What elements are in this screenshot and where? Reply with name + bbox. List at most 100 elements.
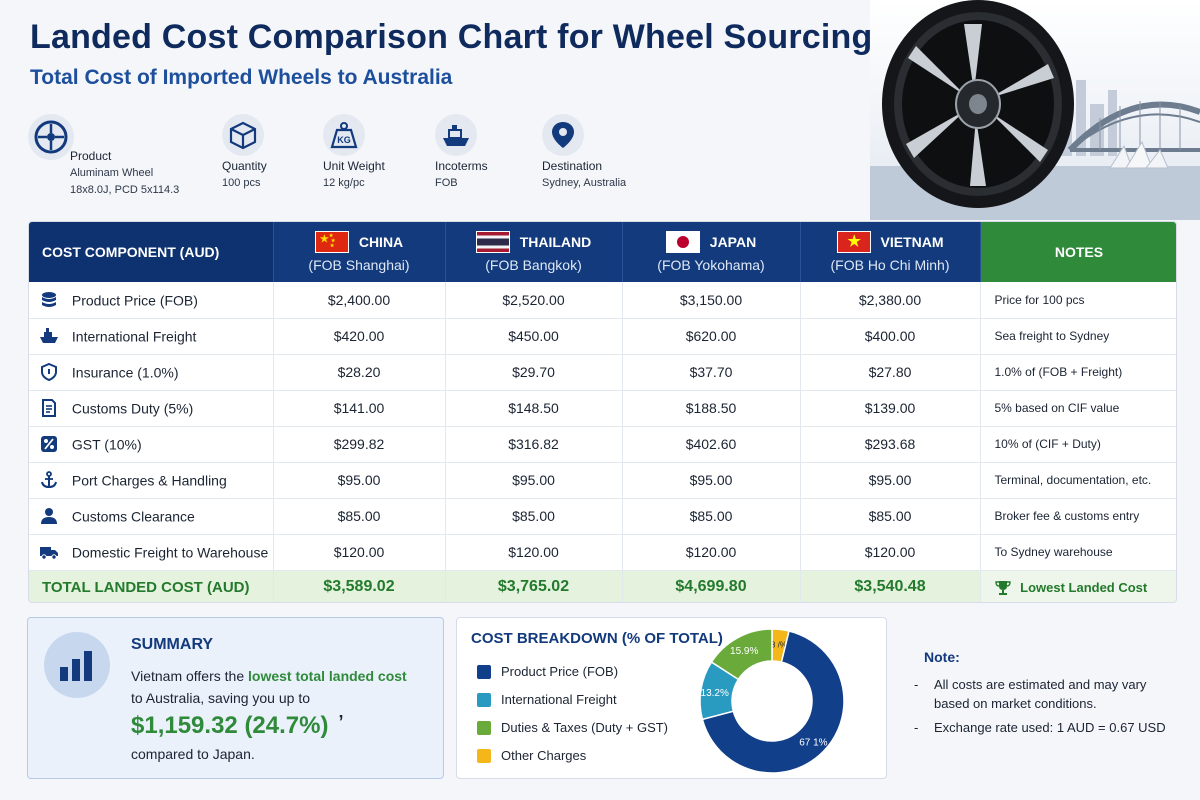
note-item: - Exchange rate used: 1 AUD = 0.67 USD [914,720,1166,735]
slice-label: 67 1% [799,738,827,749]
cell-vietnam: $139.00 [800,390,981,427]
column-header-notes: NOTES [980,222,1176,282]
total-japan: $4,699.80 [622,570,801,602]
legend-item: Other Charges [477,748,586,763]
cell-thailand: $316.82 [445,426,623,463]
cell-japan: $37.70 [622,354,801,391]
cost-comparison-table: COST COMPONENT (AUD) ★ ★ ★ ★ CHINA (FOB … [28,221,1177,603]
svg-text:KG: KG [337,135,351,145]
location-pin-icon [542,114,584,156]
chart-title: COST BREAKDOWN (% OF TOTAL) [471,630,723,647]
legend-item: Duties & Taxes (Duty + GST) [477,720,668,735]
row-label: Insurance (1.0%) [71,364,179,381]
coins-icon [42,291,56,307]
cell-japan: $620.00 [622,318,801,355]
savings-amount: $1,159.32 (24.7%) [131,712,329,739]
cell-japan: $402.60 [622,426,801,463]
row-label: GST (10%) [71,436,142,453]
cell-note: Sea freight to Sydney [980,318,1176,355]
cell-thailand: $95.00 [445,462,623,499]
cell-vietnam: $2,380.00 [800,282,981,319]
summary-title: SUMMARY [131,636,214,653]
total-row: TOTAL LANDED COST (AUD) $3,589.02 $3,765… [29,570,1176,602]
cell-china: $85.00 [273,498,446,535]
quantity-label: Quantity [222,159,267,173]
cell-china: $2,400.00 [273,282,446,319]
column-header-thailand: THAILAND (FOB Bangkok) [445,222,623,282]
country-name: THAILAND [519,234,592,250]
legend-item: International Freight [477,692,617,707]
cell-thailand: $450.00 [445,318,623,355]
savings-mark: ’ [338,712,344,732]
legend-label: Product Price (FOB) [501,664,619,679]
product-spec: 18x8.0J, PCD 5x114.3 [70,184,180,196]
row-label: Customs Clearance [71,508,195,525]
spec-unit-weight: KG Unit Weight 12 kg/pc [323,114,385,192]
cell-china: $120.00 [273,534,446,571]
product-name: Aluminam Wheel [70,167,154,179]
note-title: Note: [924,649,960,665]
cell-note: To Sydney warehouse [980,534,1176,571]
table-row: Product Price (FOB) $2,400.00 $2,520.00 … [29,282,1176,319]
summary-text: Vietnam offers the [131,668,248,684]
legend-swatch [477,748,491,763]
cell-japan: $120.00 [622,534,801,571]
truck-icon [40,547,58,560]
cell-thailand: $120.00 [445,534,623,571]
cell-thailand: $2,520.00 [445,282,623,319]
table-row: Customs Clearance $85.00 $85.00 $85.00 $… [29,498,1176,535]
legend-swatch [477,720,491,735]
cell-japan: $95.00 [622,462,801,499]
ship-icon [40,328,58,344]
column-header-china: ★ ★ ★ ★ CHINA (FOB Shanghai) [273,222,446,282]
row-label: Domestic Freight to Warehouse [71,544,269,561]
table-header-row: COST COMPONENT (AUD) ★ ★ ★ ★ CHINA (FOB … [29,222,1176,282]
spec-destination: Destination Sydney, Australia [542,114,626,192]
cell-vietnam: $293.68 [800,426,981,463]
weight-value: 12 kg/pc [323,177,365,189]
row-label: Product Price (FOB) [71,291,198,308]
total-thailand: $3,765.02 [445,570,623,602]
cell-note: 10% of (CIF + Duty) [980,426,1176,463]
slice-label: 15.9% [730,646,758,657]
weight-icon: KG [323,114,365,156]
total-note: Lowest Landed Cost [1020,580,1148,596]
note-text: Exchange rate used: 1 AUD = 0.67 USD [934,720,1166,735]
document-icon [42,399,56,418]
slice-label: 3 /% [771,640,787,649]
destination-label: Destination [542,159,603,173]
percent-icon [41,436,57,453]
incoterms-label: Incoterms [435,159,488,173]
wheel-icon [28,114,74,160]
cell-vietnam: $27.80 [800,354,981,391]
country-name: VIETNAM [880,234,944,250]
cell-japan: $3,150.00 [622,282,801,319]
spec-quantity: Quantity 100 pcs [222,114,267,192]
table-row: Customs Duty (5%) $141.00 $148.50 $188.5… [29,390,1176,427]
total-label: TOTAL LANDED COST (AUD) [29,570,274,602]
destination-value: Sydney, Australia [542,177,627,189]
table-row: GST (10%) $299.82 $316.82 $402.60 $293.6… [29,426,1176,463]
cell-vietnam: $120.00 [800,534,981,571]
cell-vietnam: $85.00 [800,498,981,535]
cell-thailand: $85.00 [445,498,623,535]
ship-icon [435,114,477,156]
country-port: (FOB Yokohama) [657,257,765,273]
summary-card: SUMMARY Vietnam offers the lowest total … [27,617,444,779]
table-row: International Freight $420.00 $450.00 $6… [29,318,1176,355]
incoterms-value: FOB [435,177,458,189]
cell-japan: $188.50 [622,390,801,427]
column-header-vietnam: ★ VIETNAM (FOB Ho Chi Minh) [800,222,981,282]
summary-text: to Australia, saving you up to [131,690,310,706]
cell-china: $420.00 [273,318,446,355]
total-china: $3,589.02 [273,570,446,602]
cell-china: $28.20 [273,354,446,391]
summary-highlight: lowest total landed cost [248,668,407,684]
spec-product: Product Aluminam Wheel 18x8.0J, PCD 5x11… [28,114,179,199]
china-flag-icon: ★ ★ ★ ★ [314,231,349,253]
legend-swatch [477,664,491,679]
cell-note: 1.0% of (FOB + Freight) [980,354,1176,391]
bar-chart-icon [44,632,110,698]
page-title: Landed Cost Comparison Chart for Wheel S… [30,18,873,56]
country-port: (FOB Shanghai) [308,257,410,273]
